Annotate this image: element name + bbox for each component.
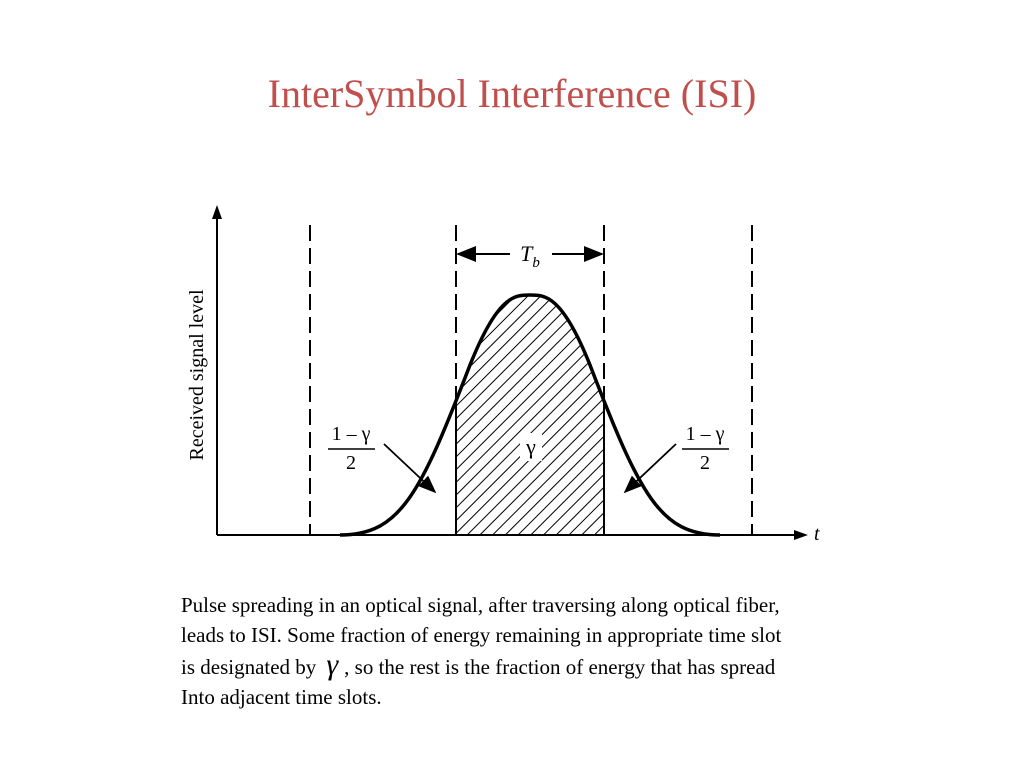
slide-title: InterSymbol Interference (ISI) xyxy=(267,71,757,116)
caption-line-3: is designated by γ, so the rest is the fr… xyxy=(181,650,921,682)
y-axis-arrow xyxy=(212,205,222,219)
caption-line-1: Pulse spreading in an optical signal, af… xyxy=(181,593,780,617)
right-fraction-denominator: 2 xyxy=(700,452,710,474)
x-axis-arrow xyxy=(794,530,808,540)
left-pointer-arrow xyxy=(383,443,437,494)
left-fraction-denominator: 2 xyxy=(346,452,356,474)
gamma-symbol: γ xyxy=(326,648,339,681)
left-fraction-numerator: 1 – γ xyxy=(332,423,371,445)
isi-diagram: Received signal level t Tb γ 1 – γ 2 1 –… xyxy=(186,205,820,545)
center-slot-energy-area xyxy=(456,295,604,535)
pulse-curve xyxy=(339,293,721,537)
right-pointer-arrow xyxy=(623,443,677,494)
right-fraction-numerator: 1 – γ xyxy=(686,423,725,445)
center-label-bg xyxy=(520,433,542,461)
caption-line-3-start: is designated by xyxy=(181,655,317,679)
caption-line-3-end: , so the rest is the fraction of energy … xyxy=(344,655,776,679)
center-gamma-label: γ xyxy=(525,434,536,459)
bit-period-label: Tb xyxy=(520,241,540,271)
caption-line-4: Into adjacent time slots. xyxy=(181,685,382,709)
caption: Pulse spreading in an optical signal, af… xyxy=(181,590,921,712)
caption-line-2: leads to ISI. Some fraction of energy re… xyxy=(181,623,782,647)
x-axis-label: t xyxy=(814,523,820,545)
y-axis-label: Received signal level xyxy=(186,289,208,460)
